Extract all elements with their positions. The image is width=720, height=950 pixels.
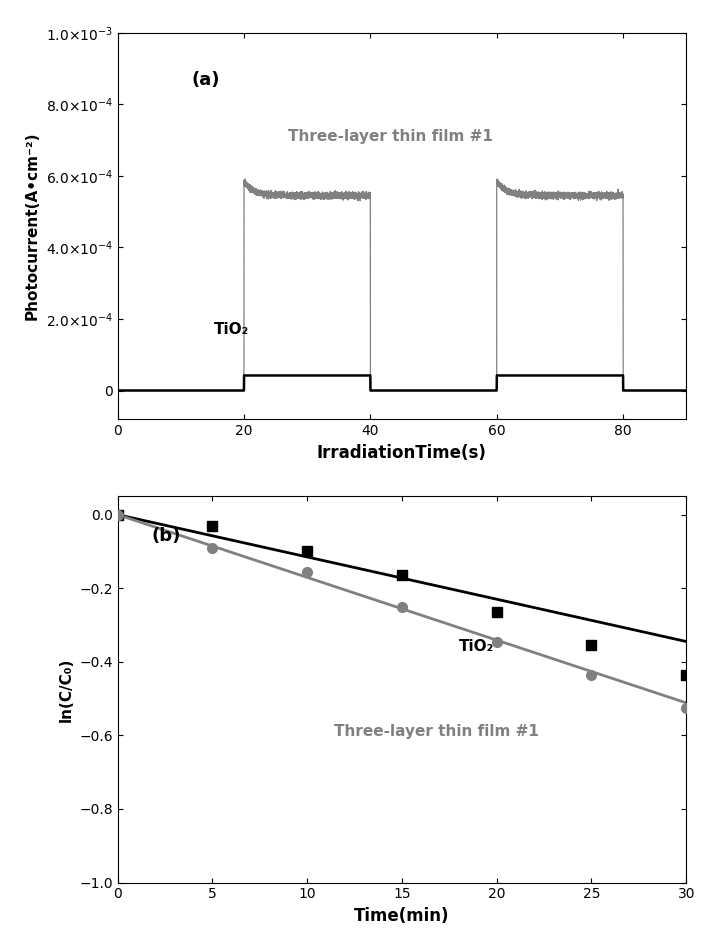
X-axis label: Time(min): Time(min) bbox=[354, 907, 450, 925]
Y-axis label: ln(C/C₀): ln(C/C₀) bbox=[58, 657, 73, 722]
Text: Three-layer thin film #1: Three-layer thin film #1 bbox=[288, 129, 493, 144]
X-axis label: IrradiationTime(s): IrradiationTime(s) bbox=[317, 444, 487, 462]
Text: (a): (a) bbox=[192, 71, 220, 89]
Y-axis label: Photocurrent(A•cm⁻²): Photocurrent(A•cm⁻²) bbox=[25, 132, 40, 320]
Text: TiO₂: TiO₂ bbox=[215, 322, 250, 337]
Text: Three-layer thin film #1: Three-layer thin film #1 bbox=[333, 724, 539, 739]
Text: TiO₂: TiO₂ bbox=[459, 638, 494, 654]
Text: (b): (b) bbox=[152, 527, 181, 545]
